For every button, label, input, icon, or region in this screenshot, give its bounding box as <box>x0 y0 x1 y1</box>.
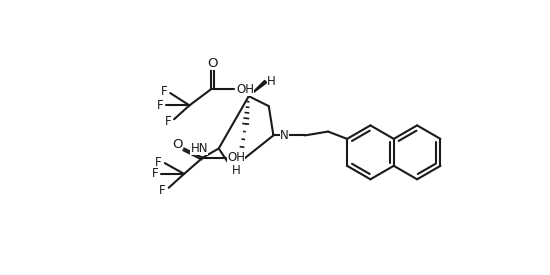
Text: OH: OH <box>236 83 254 96</box>
Polygon shape <box>249 80 267 96</box>
Text: F: F <box>157 99 163 112</box>
Text: H: H <box>267 75 276 88</box>
Text: O: O <box>172 138 183 151</box>
Text: O: O <box>207 57 218 70</box>
Text: F: F <box>161 85 167 98</box>
Text: HN: HN <box>190 142 208 155</box>
Text: H: H <box>232 164 241 177</box>
Text: F: F <box>159 184 166 197</box>
Text: OH: OH <box>228 151 245 164</box>
Text: F: F <box>155 156 162 169</box>
Text: F: F <box>164 115 171 128</box>
Text: N: N <box>280 129 289 142</box>
Text: F: F <box>151 167 158 180</box>
